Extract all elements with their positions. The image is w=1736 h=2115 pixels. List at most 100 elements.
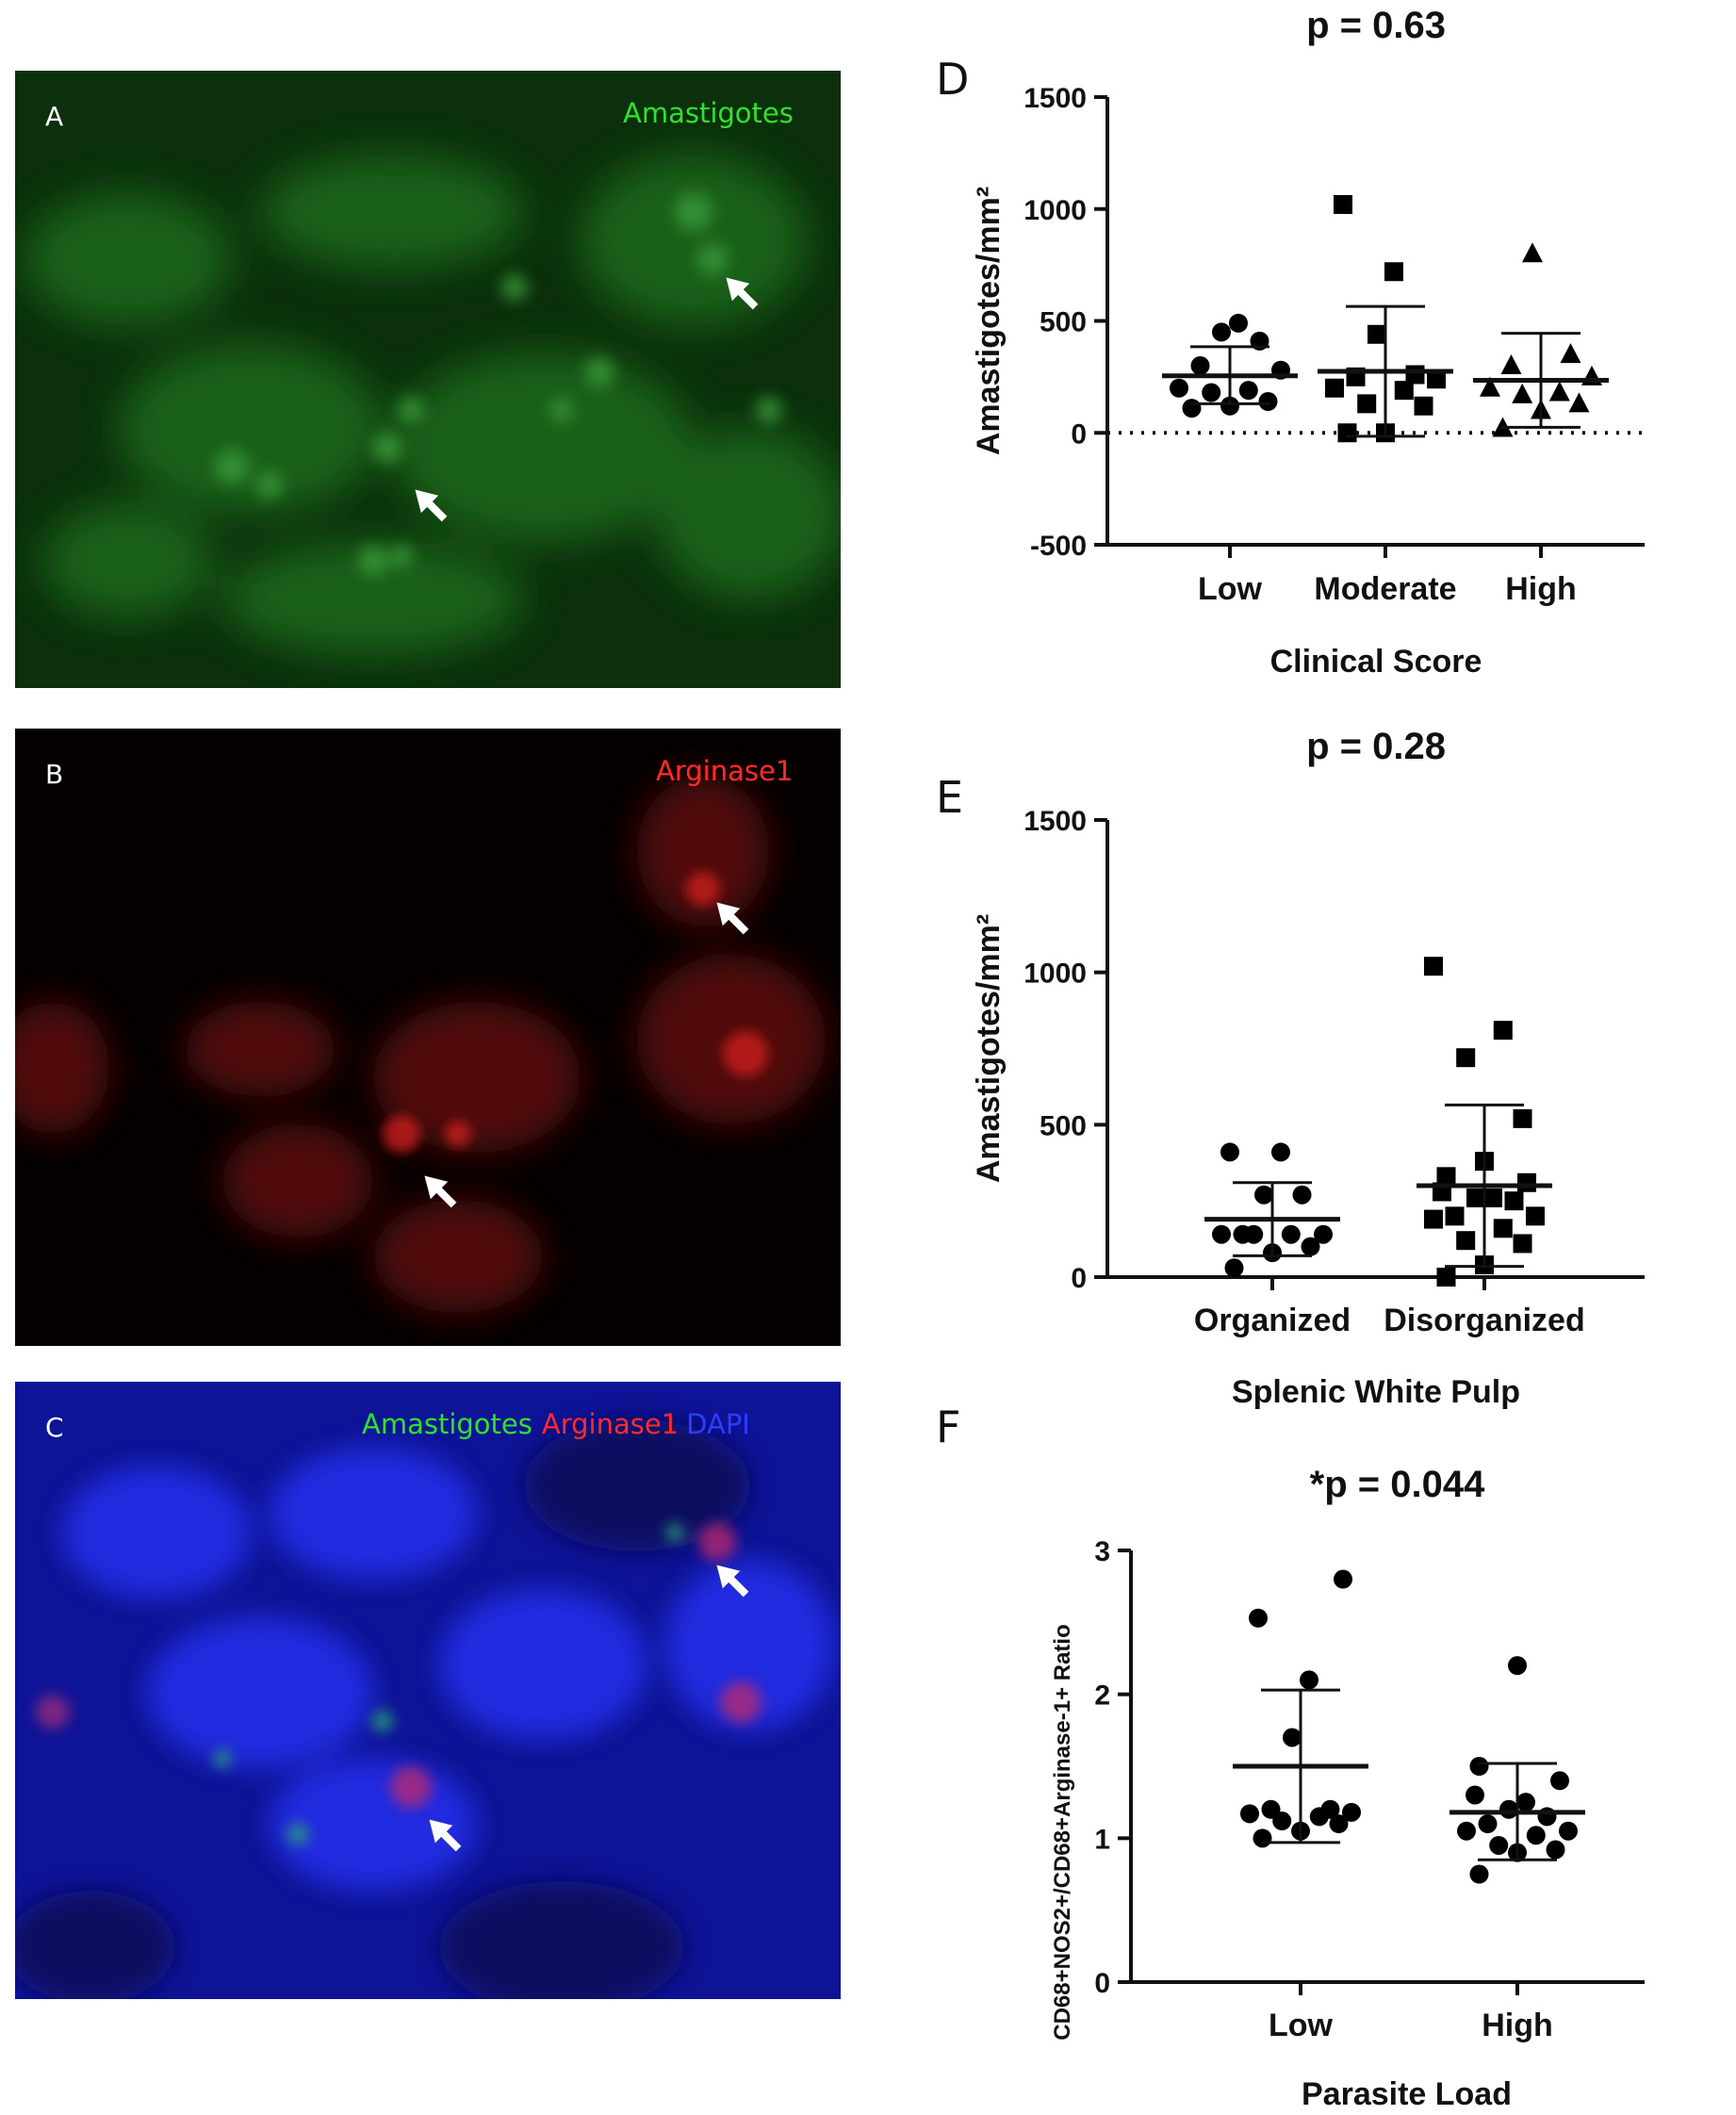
data-point bbox=[1548, 381, 1570, 402]
data-point bbox=[1456, 1231, 1476, 1251]
data-point bbox=[1394, 381, 1414, 401]
channel-label-arginase1: Arginase1 bbox=[656, 755, 794, 787]
data-point bbox=[1436, 1167, 1456, 1187]
y-tick-label: 500 bbox=[1040, 307, 1087, 338]
data-point bbox=[1546, 1840, 1565, 1860]
series-organized bbox=[1204, 1142, 1340, 1278]
arrow-icon bbox=[716, 902, 749, 935]
data-point bbox=[1550, 1771, 1569, 1791]
panel-letter-c: C bbox=[45, 1412, 64, 1443]
data-point bbox=[1466, 1785, 1484, 1805]
y-axis-label: Amastigotes/mm² bbox=[971, 914, 1007, 1183]
data-point bbox=[1522, 242, 1543, 263]
data-point bbox=[1414, 396, 1433, 416]
data-point bbox=[1238, 381, 1258, 401]
panel-letter: D bbox=[936, 54, 969, 105]
y-tick-label: 0 bbox=[1071, 1263, 1087, 1294]
x-category-label: Disorganized bbox=[1384, 1303, 1584, 1338]
data-point bbox=[1456, 1048, 1476, 1068]
channel-label-amastigotes: Amastigotes bbox=[362, 1408, 532, 1440]
arrows-c bbox=[429, 1565, 749, 1852]
data-point bbox=[1229, 313, 1248, 333]
series-low bbox=[1162, 313, 1298, 418]
y-axis-label: Amastigotes/mm² bbox=[971, 187, 1007, 455]
data-point bbox=[1314, 1224, 1333, 1244]
data-point bbox=[1469, 1864, 1489, 1884]
chart-f: F *p = 0.044 0 1 2 3 Low High Parasite Load CD68+… bbox=[936, 1402, 1645, 2112]
y-tick-label: 1000 bbox=[1024, 195, 1087, 226]
panel-letter: E bbox=[936, 772, 963, 823]
data-point bbox=[1516, 1793, 1535, 1812]
data-point bbox=[1384, 262, 1403, 282]
data-point bbox=[1427, 369, 1446, 389]
data-point bbox=[1478, 1814, 1498, 1834]
data-point bbox=[1469, 1757, 1489, 1776]
data-point bbox=[1500, 354, 1522, 374]
chart-title: *p = 0.044 bbox=[1310, 1464, 1485, 1505]
data-point bbox=[1368, 324, 1386, 344]
arrow-icon bbox=[429, 1819, 462, 1852]
micrograph-c-texture bbox=[15, 1419, 835, 1999]
data-point bbox=[1271, 1142, 1290, 1162]
data-point bbox=[1489, 1835, 1509, 1855]
chart-title: p = 0.28 bbox=[1306, 726, 1446, 767]
data-point bbox=[1337, 423, 1357, 443]
x-category-label: Low bbox=[1198, 571, 1263, 607]
data-point bbox=[1202, 383, 1221, 402]
channel-label-dapi: DAPI bbox=[686, 1408, 750, 1440]
y-tick-label: 1000 bbox=[1024, 959, 1087, 990]
arrows-b bbox=[424, 902, 749, 1208]
data-point bbox=[1508, 1656, 1527, 1676]
channel-label-amastigotes: Amastigotes bbox=[623, 97, 794, 129]
data-point bbox=[1240, 1804, 1259, 1824]
data-point bbox=[1220, 1142, 1239, 1162]
data-point bbox=[1220, 396, 1239, 416]
data-point bbox=[1405, 365, 1425, 385]
data-point bbox=[1457, 1821, 1476, 1841]
y-tick-label: 0 bbox=[1071, 418, 1087, 450]
arrow-icon bbox=[726, 277, 759, 310]
chart-e: Ep = 0.28 0 500 1000 1500 Organized Disorganiz… bbox=[936, 726, 1645, 1410]
data-point bbox=[1320, 1799, 1340, 1819]
x-category-label: Moderate bbox=[1314, 571, 1456, 607]
micrograph-c-merged: C Amastigotes Arginase1 DAPI bbox=[15, 1382, 841, 1999]
x-category-label: Organized bbox=[1194, 1303, 1351, 1338]
data-point bbox=[1301, 1237, 1320, 1256]
x-axis-label: Parasite Load bbox=[1302, 2076, 1512, 2112]
data-point bbox=[1424, 1209, 1443, 1229]
arrow-icon bbox=[716, 1565, 749, 1598]
data-point bbox=[1334, 1569, 1352, 1589]
data-point bbox=[1526, 1826, 1546, 1845]
y-tick-label: 500 bbox=[1040, 1110, 1087, 1141]
series-high bbox=[1473, 242, 1609, 437]
data-point bbox=[1559, 1821, 1578, 1841]
data-point bbox=[1483, 1188, 1502, 1207]
data-point bbox=[1300, 1670, 1318, 1690]
data-point bbox=[1325, 378, 1344, 398]
panel-letter-a: A bbox=[45, 101, 64, 132]
micrograph-a-texture bbox=[25, 156, 841, 655]
data-point bbox=[1513, 1108, 1532, 1128]
data-point bbox=[1253, 1828, 1272, 1848]
arrow-icon bbox=[424, 1175, 457, 1208]
data-point bbox=[1517, 1172, 1536, 1192]
data-point bbox=[1182, 399, 1202, 418]
micrograph-b-arginase1: B Arginase1 bbox=[15, 729, 841, 1346]
data-point bbox=[1513, 1234, 1532, 1254]
data-point bbox=[1334, 195, 1352, 214]
data-point bbox=[1466, 1188, 1485, 1207]
series-low bbox=[1233, 1569, 1368, 1848]
data-point bbox=[1170, 378, 1188, 398]
y-tick-label: 0 bbox=[1094, 1968, 1110, 1999]
micrograph-b-texture bbox=[15, 776, 826, 1313]
chart-title: p = 0.63 bbox=[1306, 5, 1446, 46]
arrow-icon bbox=[415, 489, 448, 522]
x-category-label: Low bbox=[1269, 2008, 1334, 2043]
data-point bbox=[1480, 376, 1500, 397]
data-point bbox=[1357, 394, 1377, 414]
data-point bbox=[1560, 343, 1581, 364]
data-point bbox=[1436, 1268, 1456, 1287]
panel-letter: F bbox=[936, 1402, 960, 1452]
data-point bbox=[1445, 1206, 1465, 1226]
